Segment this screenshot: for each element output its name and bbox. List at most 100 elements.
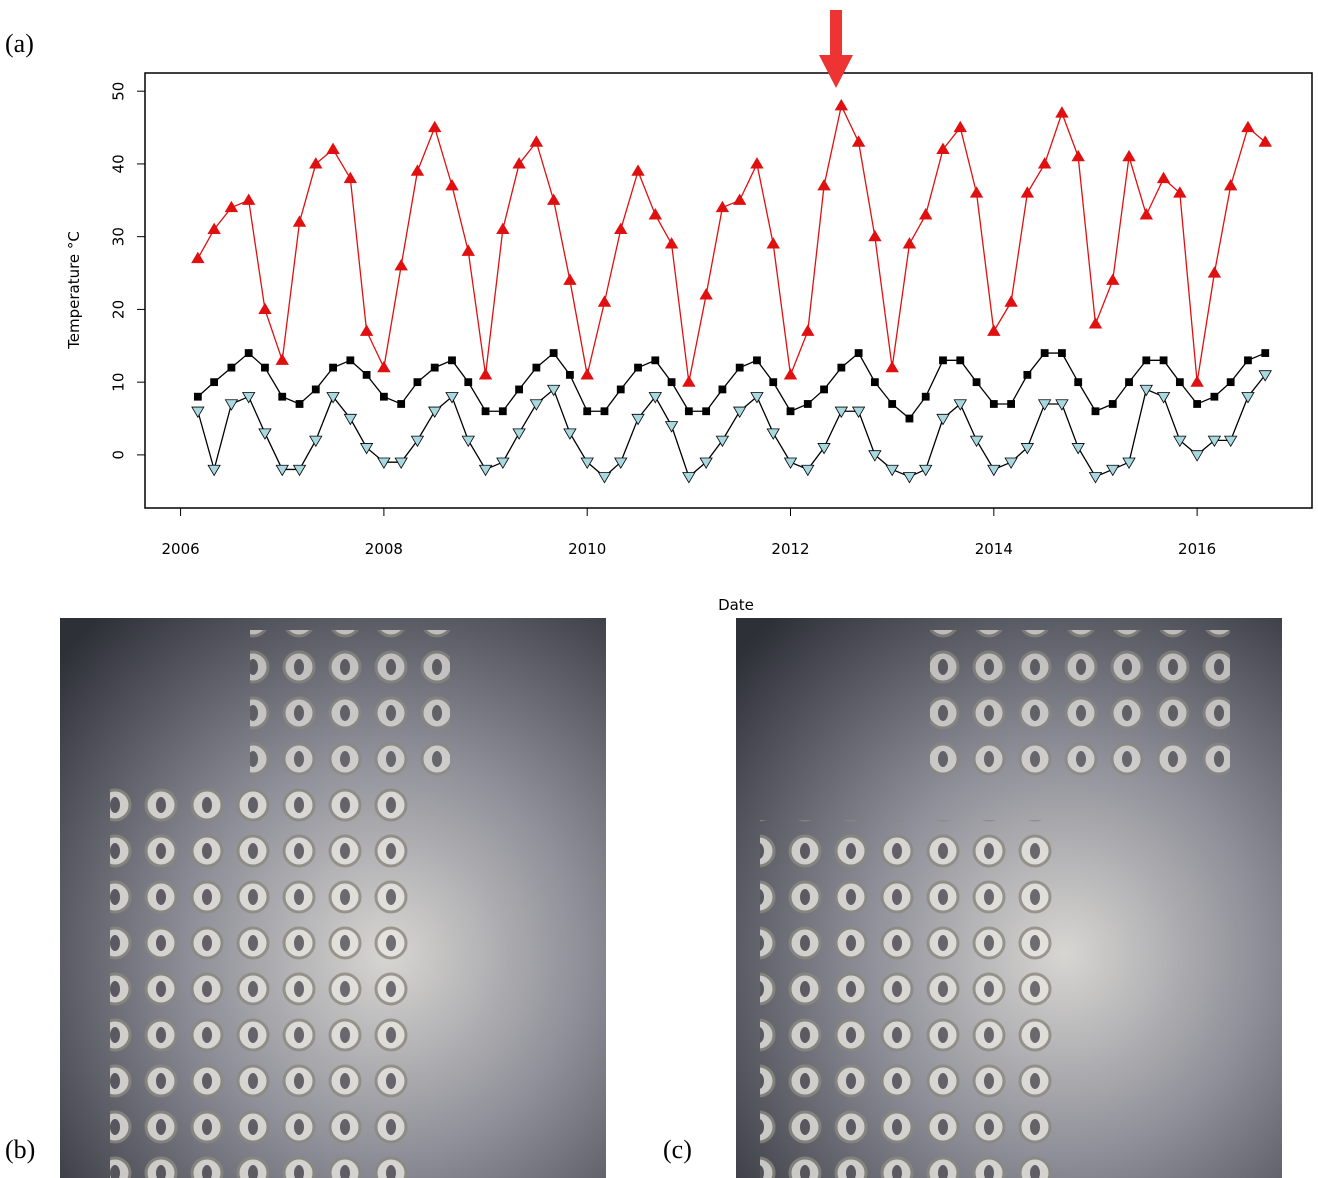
- marker: [1241, 120, 1255, 133]
- marker: [1020, 443, 1035, 455]
- series-line: [197, 352, 1266, 420]
- marker: [1055, 106, 1069, 118]
- marker: [410, 435, 425, 448]
- marker: [445, 392, 459, 404]
- marker: [1007, 400, 1016, 408]
- marker: [801, 324, 815, 336]
- marker: [870, 378, 879, 387]
- marker: [939, 356, 947, 365]
- marker: [969, 435, 984, 448]
- marker: [1223, 178, 1238, 191]
- marker: [193, 392, 202, 401]
- marker: [191, 406, 205, 419]
- panel-label: (c): [663, 1135, 692, 1164]
- marker: [1190, 375, 1204, 387]
- marker: [241, 392, 256, 404]
- marker: [295, 400, 304, 408]
- y-tick-label: 40: [110, 154, 128, 173]
- marker: [634, 363, 642, 372]
- marker: [648, 208, 663, 220]
- marker: [410, 164, 425, 176]
- marker: [614, 222, 628, 234]
- marker: [292, 464, 307, 477]
- marker: [1139, 208, 1154, 220]
- y-tick-label: 50: [110, 82, 128, 101]
- y-tick-label: 10: [110, 373, 128, 392]
- arrow: [819, 10, 853, 88]
- marker: [953, 399, 967, 411]
- marker: [1244, 356, 1252, 365]
- marker: [1037, 399, 1052, 411]
- panel-label: (a): [5, 29, 34, 58]
- marker: [207, 464, 221, 477]
- x-tick-label: 2012: [771, 540, 809, 558]
- marker: [529, 135, 544, 147]
- x-axis-label: Date: [718, 596, 754, 614]
- marker: [309, 157, 323, 169]
- marker: [919, 208, 933, 220]
- marker: [753, 356, 761, 365]
- marker: [1020, 186, 1035, 198]
- marker: [851, 135, 866, 147]
- marker: [546, 193, 561, 205]
- marker: [1173, 435, 1187, 448]
- photo: [60, 618, 606, 1178]
- marker: [258, 302, 272, 315]
- marker: [718, 385, 727, 394]
- marker: [817, 178, 831, 191]
- marker: [1159, 356, 1168, 365]
- marker: [987, 324, 1001, 336]
- marker: [326, 392, 340, 404]
- marker: [1207, 266, 1222, 278]
- marker: [750, 157, 764, 169]
- marker: [1261, 349, 1270, 357]
- photo: [736, 618, 1282, 1178]
- marker: [1074, 378, 1083, 387]
- marker: [379, 392, 388, 401]
- marker: [817, 443, 831, 455]
- marker: [346, 356, 355, 365]
- marker: [614, 457, 628, 469]
- marker: [1142, 356, 1151, 365]
- marker: [1106, 273, 1120, 285]
- marker: [583, 407, 592, 416]
- marker: [445, 178, 459, 191]
- marker: [566, 370, 574, 379]
- marker: [448, 356, 456, 365]
- marker: [481, 407, 490, 416]
- marker: [766, 237, 780, 249]
- marker: [786, 407, 795, 416]
- marker: [1004, 457, 1018, 469]
- marker: [191, 251, 205, 264]
- marker: [478, 464, 493, 477]
- marker: [278, 392, 287, 401]
- marker: [631, 413, 645, 426]
- marker: [837, 363, 846, 372]
- marker: [496, 457, 510, 469]
- marker: [902, 237, 917, 249]
- y-tick-label: 30: [110, 227, 128, 246]
- marker: [224, 200, 239, 213]
- marker: [1241, 392, 1255, 404]
- marker: [397, 400, 406, 408]
- marker: [1122, 149, 1136, 162]
- marker: [868, 450, 882, 462]
- marker: [512, 428, 526, 440]
- marker: [428, 406, 442, 419]
- marker: [769, 378, 778, 387]
- marker: [1193, 400, 1202, 408]
- marker: [1071, 149, 1085, 162]
- marker: [936, 413, 950, 426]
- marker: [834, 406, 849, 419]
- marker: [851, 406, 866, 419]
- marker: [207, 222, 221, 234]
- marker: [546, 384, 561, 397]
- x-tick-label: 2006: [161, 540, 199, 558]
- marker: [1207, 435, 1222, 448]
- marker: [597, 295, 612, 307]
- marker: [244, 349, 253, 357]
- marker: [953, 120, 967, 133]
- marker: [702, 407, 711, 416]
- marker: [1125, 378, 1133, 387]
